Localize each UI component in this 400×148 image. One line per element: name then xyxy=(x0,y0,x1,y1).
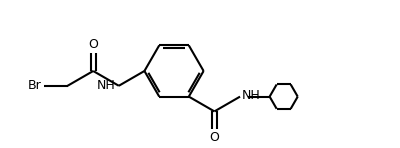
Text: O: O xyxy=(210,131,219,144)
Text: Br: Br xyxy=(28,79,42,92)
Text: NH: NH xyxy=(97,79,116,92)
Text: O: O xyxy=(88,38,98,51)
Text: NH: NH xyxy=(242,89,261,102)
